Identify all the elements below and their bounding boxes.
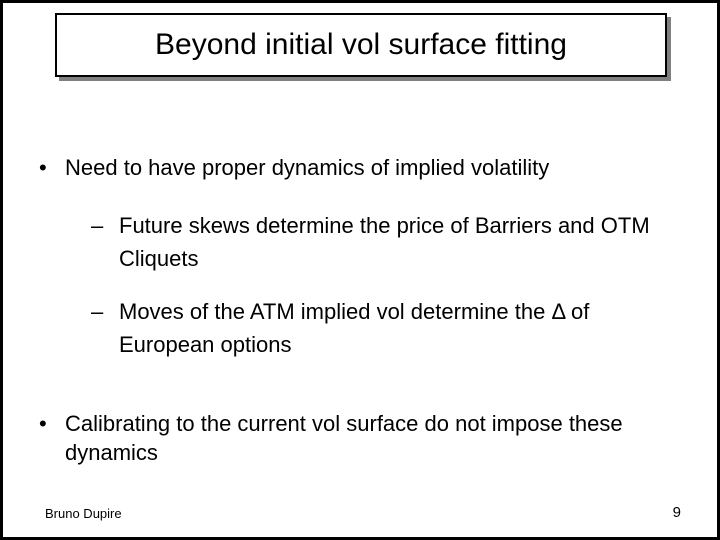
bullet-text: Need to have proper dynamics of implied … xyxy=(65,153,549,183)
slide-title: Beyond initial vol surface fitting xyxy=(155,28,567,62)
bullet-level2: – Future skews determine the price of Ba… xyxy=(91,209,683,275)
bullet-level1: • Need to have proper dynamics of implie… xyxy=(37,153,683,183)
bullet-marker: • xyxy=(37,153,65,183)
dash-marker: – xyxy=(91,295,119,328)
bullet-level2: – Moves of the ATM implied vol determine… xyxy=(91,295,683,361)
bullet-text: Calibrating to the current vol surface d… xyxy=(65,409,683,468)
bullet-text: Moves of the ATM implied vol determine t… xyxy=(119,295,683,361)
bullet-level1: • Calibrating to the current vol surface… xyxy=(37,409,683,468)
content-area: • Need to have proper dynamics of implie… xyxy=(37,153,683,494)
footer-author: Bruno Dupire xyxy=(45,506,122,521)
spacer xyxy=(37,381,683,409)
bullet-marker: • xyxy=(37,409,65,439)
title-box: Beyond initial vol surface fitting xyxy=(55,13,667,77)
dash-marker: – xyxy=(91,209,119,242)
slide-frame: Beyond initial vol surface fitting • Nee… xyxy=(0,0,720,540)
footer-page-number: 9 xyxy=(673,504,681,521)
bullet-text: Future skews determine the price of Barr… xyxy=(119,209,683,275)
